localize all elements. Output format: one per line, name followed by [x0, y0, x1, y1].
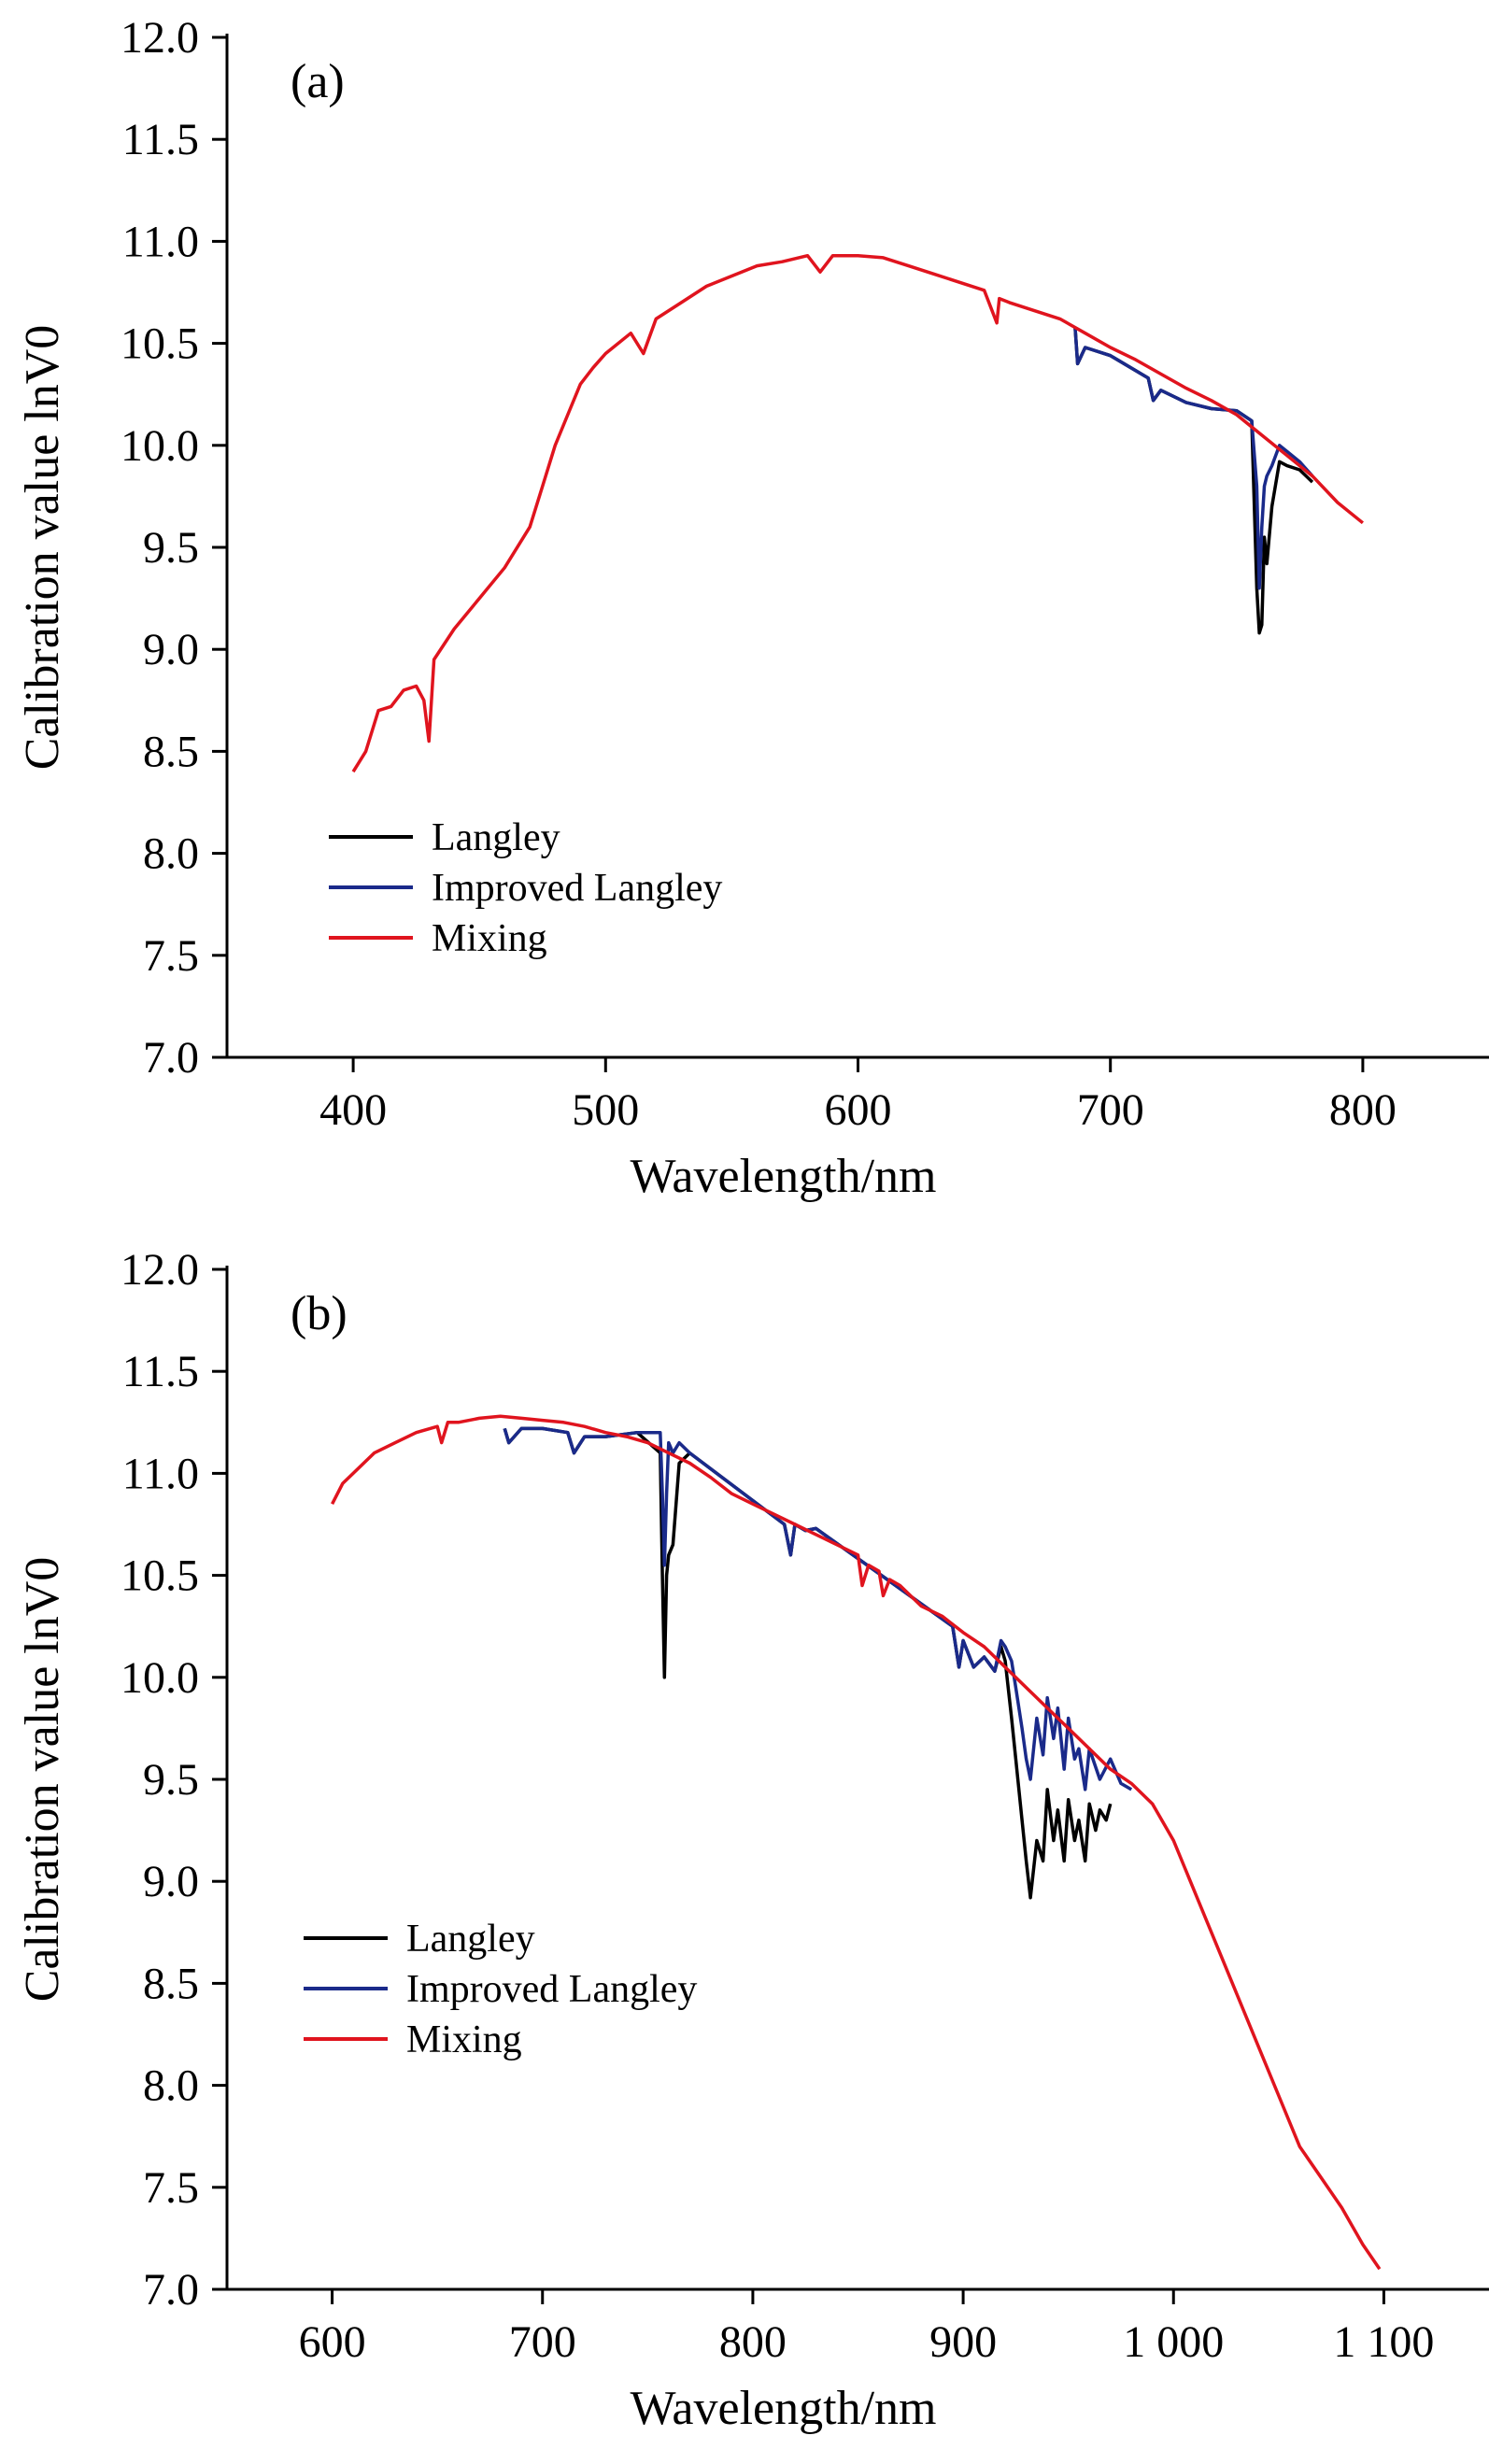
y-tick-label: 10.0 [121, 1653, 199, 1703]
legend-label: Langley [406, 1918, 535, 1961]
y-tick-label: 10.5 [121, 319, 199, 369]
chart-panel-a: 7.0 7.5 8.0 8.5 9.0 9.5 10.0 10.5 11.0 11.5 12.0 40… [16, 13, 1489, 1203]
y-tick-label: 10.5 [121, 1551, 199, 1601]
y-axis-title: Calibration value lnV0 [16, 325, 69, 771]
x-tick-label: 1 000 [1123, 2317, 1224, 2367]
x-tick-label: 500 [572, 1085, 639, 1135]
y-tick-label: 10.0 [121, 421, 199, 471]
x-tick-label: 600 [825, 1085, 892, 1135]
x-tick-label: 700 [1077, 1085, 1144, 1135]
x-axis-title: Wavelength/nm [631, 1150, 937, 1203]
y-tick-label: 9.5 [143, 1755, 199, 1805]
legend-label: Langley [432, 816, 560, 859]
y-tick-label: 11.0 [122, 217, 199, 266]
legend-label: Mixing [406, 2018, 522, 2061]
x-tick-label: 800 [719, 2317, 787, 2367]
series-line-mixing [351, 253, 1364, 773]
y-axis-title: Calibration value lnV0 [16, 1557, 69, 2003]
y-tick-label: 11.0 [122, 1449, 199, 1498]
series-line-langley [503, 1426, 1113, 1900]
x-tick-label: 400 [319, 1085, 387, 1135]
y-tick-label: 12.0 [121, 13, 199, 63]
y-tick-label: 11.5 [122, 1347, 199, 1396]
y-tick-label: 9.0 [143, 625, 199, 674]
y-tick-label: 8.5 [143, 1959, 199, 2008]
y-tick-label: 9.5 [143, 523, 199, 573]
x-tick-label: 700 [509, 2317, 576, 2367]
chart-b-svg: 7.0 7.5 8.0 8.5 9.0 9.5 10.0 10.5 11.0 11.5 12.0 60… [16, 1245, 1489, 2435]
x-tick-label: 900 [929, 2317, 997, 2367]
y-tick-label: 9.0 [143, 1857, 199, 1906]
x-tick-label: 800 [1329, 1085, 1397, 1135]
series-line-improved-langley [503, 1426, 1133, 1791]
series-line-mixing [331, 1414, 1382, 2271]
legend-label: Improved Langley [432, 867, 722, 910]
y-tick-label: 7.5 [143, 2163, 199, 2213]
x-axis-title: Wavelength/nm [631, 2382, 937, 2435]
series-line-langley [1073, 326, 1314, 635]
y-tick-label: 8.0 [143, 2061, 199, 2111]
y-tick-label: 8.5 [143, 727, 199, 776]
legend-label: Improved Langley [406, 1968, 697, 2011]
chart-panel-b: 7.0 7.5 8.0 8.5 9.0 9.5 10.0 10.5 11.0 11.5 12.0 60… [0, 1232, 1489, 2464]
y-tick-label: 12.0 [121, 1245, 199, 1295]
panel-label: (b) [291, 1287, 347, 1340]
y-tick-label: 7.5 [143, 931, 199, 981]
chart-a-svg: 7.0 7.5 8.0 8.5 9.0 9.5 10.0 10.5 11.0 11.5 12.0 40… [16, 13, 1489, 1203]
y-tick-label: 8.0 [143, 829, 199, 879]
x-tick-label: 1 100 [1333, 2317, 1434, 2367]
series-line-improved-langley [1073, 326, 1314, 590]
panel-label: (a) [291, 55, 345, 108]
y-tick-label: 11.5 [122, 115, 199, 164]
y-tick-label: 7.0 [143, 2265, 199, 2315]
legend-label: Mixing [432, 917, 547, 960]
x-tick-label: 600 [299, 2317, 366, 2367]
y-tick-label: 7.0 [143, 1033, 199, 1083]
